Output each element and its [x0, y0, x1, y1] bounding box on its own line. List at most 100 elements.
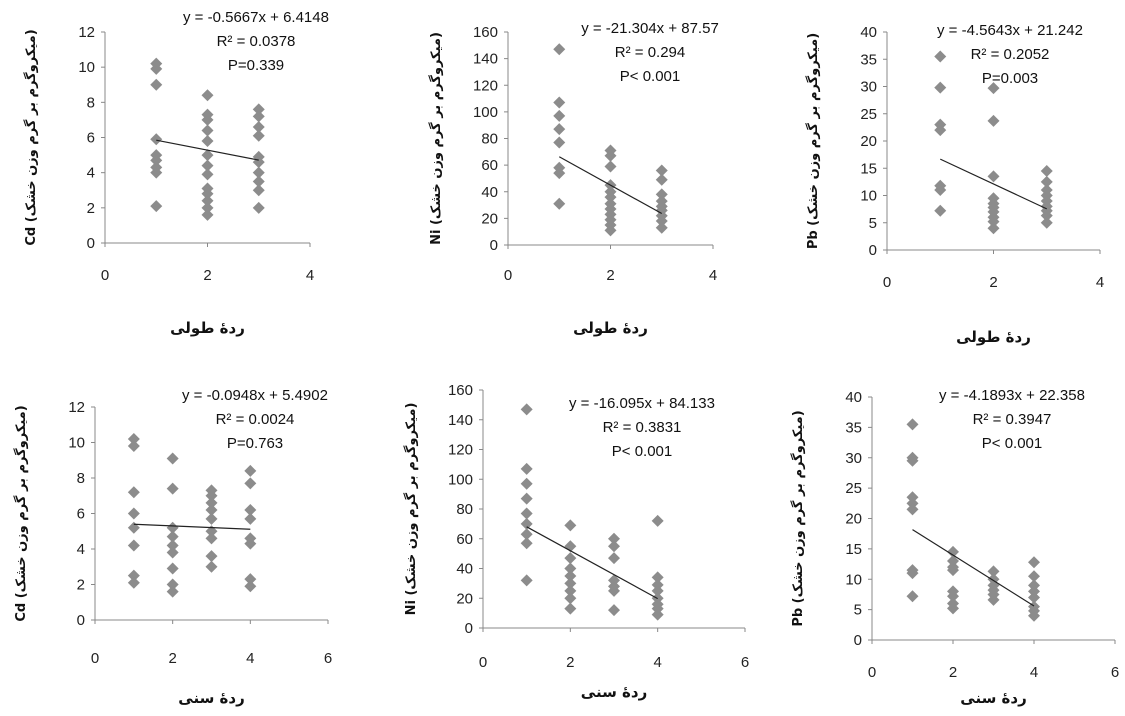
panel-1-data-point — [201, 135, 214, 148]
panel-5-data-point — [608, 584, 620, 597]
panel-2-data-point — [553, 197, 566, 210]
panel-3-y-tick-label: 15 — [860, 160, 877, 177]
panel-5-data-point — [520, 517, 533, 530]
panel-5-trend-line — [526, 526, 658, 600]
panel-1-data-point — [201, 208, 214, 221]
panel-2-x-tick-label: 0 — [504, 267, 512, 284]
panel-1-p-value: P=0.339 — [228, 57, 284, 74]
panel-2-y-tick-label: 120 — [473, 77, 498, 94]
panel-1-data-point — [201, 187, 214, 200]
panel-5-data-point — [564, 562, 577, 575]
panel-2-x-tick-label: 4 — [709, 267, 717, 284]
panel-3-x-tick-label: 2 — [989, 274, 997, 291]
panel-2-x-tick-label: 2 — [606, 267, 614, 284]
panel-4-data-point — [127, 507, 140, 520]
panel-2-y-tick-label: 80 — [481, 131, 498, 148]
panel-1-data-point — [252, 120, 265, 133]
panel-3-y-tick-label: 25 — [860, 106, 877, 123]
panel-4-x-axis-title: ردۀ سنی — [178, 689, 244, 707]
panel-1-data-point — [252, 184, 265, 197]
panel-6-equation: y = -4.1893x + 22.358 — [939, 387, 1085, 404]
panel-4-data-point — [205, 560, 218, 573]
panel-1-data-point — [201, 124, 214, 137]
panel-6-y-tick-label: 35 — [845, 419, 862, 436]
panel-4-y-axis-title: Cd (میکروگرم بر گرم وزن خشک) — [13, 405, 29, 621]
panel-4-data-point — [205, 503, 218, 516]
panel-1-y-tick-label: 8 — [87, 94, 95, 111]
panel-1-data-point — [252, 103, 265, 116]
panel-1-data-point — [201, 168, 214, 181]
panel-4-y-tick-label: 8 — [77, 470, 85, 487]
panel-4-x-tick-label: 4 — [246, 650, 254, 667]
panel-3-y-tick-label: 35 — [860, 51, 877, 68]
panel-6-data-point — [947, 564, 959, 577]
panel-4-data-point — [127, 569, 140, 582]
panel-6-x-tick-label: 4 — [1030, 664, 1038, 681]
panel-6-y-tick-label: 20 — [845, 511, 862, 528]
panel-6-x-tick-label: 6 — [1111, 664, 1119, 681]
panel-5-x-axis-title: ردۀ سنی — [581, 683, 647, 701]
panel-2-r-squared: R² = 0.294 — [615, 44, 685, 61]
panel-1-r-squared: R² = 0.0378 — [217, 33, 296, 50]
panel-4-x-tick-label: 0 — [91, 650, 99, 667]
panel-1-data-point — [201, 201, 214, 214]
panel-6-y-tick-label: 15 — [845, 541, 862, 558]
panel-6-data-point — [947, 590, 959, 603]
panel-1-equation: y = -0.5667x + 6.4148 — [183, 9, 329, 26]
panel-2-y-tick-label: 40 — [481, 184, 498, 201]
panel-2-x-axis-title: ردۀ طولی — [573, 319, 648, 337]
panel-4-r-squared: R² = 0.0024 — [216, 411, 295, 428]
panel-6-data-point — [906, 503, 919, 516]
panel-2-data-point — [655, 164, 668, 177]
panel-3-data-point — [1040, 209, 1053, 222]
panel-6-y-tick-label: 0 — [854, 632, 862, 649]
panel-6-data-point — [987, 593, 1000, 606]
panel-3-p-value: P=0.003 — [982, 70, 1038, 87]
panel-5-data-point — [651, 608, 664, 621]
panel-1-data-point — [150, 200, 163, 213]
panel-5-data-point — [564, 552, 577, 565]
panel-4-data-point — [244, 464, 257, 477]
panel-1-data-point — [252, 110, 265, 123]
panel-3-x-tick-label: 4 — [1096, 274, 1104, 291]
panel-3-data-point — [1040, 175, 1053, 188]
panel-1-y-tick-label: 2 — [87, 200, 95, 217]
panel-4-y-tick-label: 0 — [77, 612, 85, 629]
panel-5-y-tick-label: 140 — [448, 412, 473, 429]
panel-4-p-value: P=0.763 — [227, 435, 283, 452]
panel-3-r-squared: R² = 0.2052 — [971, 46, 1050, 63]
panel-3-data-point — [934, 184, 947, 197]
panel-1-data-point — [150, 154, 163, 167]
panel-1-data-point — [252, 201, 265, 214]
panel-1-data-point — [252, 175, 265, 188]
panel-1-data-point — [201, 194, 214, 207]
panel-4-data-point — [205, 512, 218, 525]
panel-3-y-tick-label: 20 — [860, 133, 877, 150]
panel-5-data-point — [608, 552, 620, 565]
panel-2-data-point — [553, 167, 566, 180]
panel-4-data-point — [166, 521, 179, 534]
panel-5-data-point — [564, 602, 577, 615]
panel-4-data-point — [205, 489, 218, 502]
panel-1-x-tick-label: 0 — [101, 267, 109, 284]
panel-2-y-axis-title: Ni (میکروگرم بر گرم وزن خشک) — [428, 32, 444, 245]
panel-4-data-point — [166, 585, 179, 598]
panel-4-data-point — [244, 537, 257, 550]
panel-3-data-point — [934, 204, 947, 217]
panel-6-y-axis-title: Pb (میکروگرم بر گرم وزن خشک) — [790, 410, 806, 626]
panel-5-data-point — [520, 403, 533, 416]
panel-4-data-point — [127, 576, 140, 589]
panel-2-y-tick-label: 140 — [473, 51, 498, 68]
panel-1-data-point — [150, 133, 163, 146]
panel-6-data-point — [947, 555, 959, 568]
panel-4-data-point — [127, 521, 140, 534]
panel-3-data-point — [934, 124, 947, 137]
panel-4-data-point — [166, 539, 179, 552]
panel-5-data-point — [564, 584, 577, 597]
panel-5-x-tick-label: 0 — [479, 654, 487, 671]
panel-6-p-value: P< 0.001 — [982, 435, 1042, 452]
panel-1-x-axis-title: ردۀ طولی — [170, 319, 245, 337]
panel-2-data-point — [553, 96, 566, 109]
panel-1-data-point — [252, 166, 265, 179]
